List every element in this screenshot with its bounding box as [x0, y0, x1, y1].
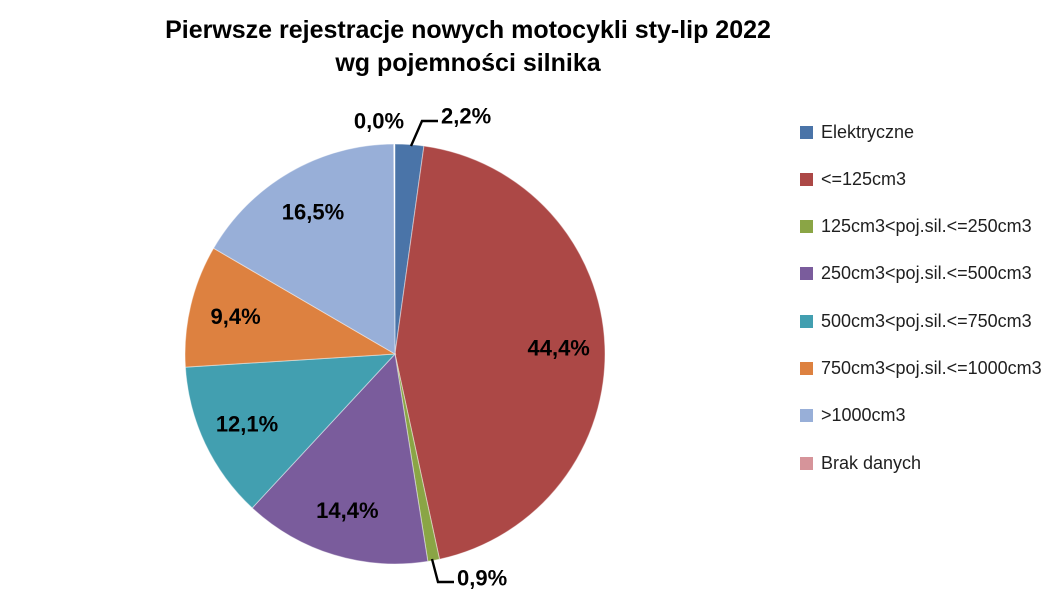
pie-slice	[394, 143, 425, 355]
legend-swatch-icon	[800, 126, 813, 139]
legend-item-label: 250cm3<poj.sil.<=500cm3	[821, 263, 1032, 283]
pie-slices	[184, 143, 606, 565]
legend-item-label: 750cm3<poj.sil.<=1000cm3	[821, 358, 1042, 378]
legend-item: 125cm3<poj.sil.<=250cm3	[800, 216, 1032, 237]
chart-title-line2: wg pojemności silnika	[335, 49, 601, 77]
legend-swatch-icon	[800, 362, 813, 375]
legend-swatch-icon	[800, 267, 813, 280]
legend-item: <=125cm3	[800, 169, 906, 190]
pie-slice	[212, 143, 396, 355]
legend-item: Elektryczne	[800, 122, 914, 143]
pie-slice	[184, 247, 397, 368]
legend-item-label: 125cm3<poj.sil.<=250cm3	[821, 216, 1032, 236]
pie-slice	[251, 352, 429, 565]
pie-leader-lines	[409, 119, 454, 584]
pie-data-label: 44,4%	[527, 335, 589, 360]
legend-item-label: Brak danych	[821, 453, 922, 473]
legend-item: 750cm3<poj.sil.<=1000cm3	[800, 358, 1042, 379]
chart-title-line1: Pierwsze rejestracje nowych motocykli st…	[165, 16, 771, 44]
legend-item-label: Elektryczne	[821, 122, 915, 142]
pie-data-label: 14,4%	[316, 498, 378, 523]
legend-swatch-icon	[800, 315, 813, 328]
chart-title: Pierwsze rejestracje nowych motocykli st…	[0, 14, 936, 80]
pie-data-label: 16,5%	[282, 200, 344, 225]
pie-slice	[394, 145, 606, 560]
legend-item-label: >1000cm3	[821, 405, 906, 425]
legend-item: >1000cm3	[800, 405, 906, 426]
pie-data-label: 0,0%	[354, 109, 404, 134]
legend-item-label: <=125cm3	[821, 169, 907, 189]
label-leader-line	[409, 119, 438, 147]
legend-swatch-icon	[800, 173, 813, 186]
pie-slice	[184, 353, 397, 509]
chart-legend: Elektryczne <=125cm3 125cm3<poj.sil.<=250c…	[800, 0, 1050, 600]
pie-slice	[394, 353, 441, 562]
legend-swatch-icon	[800, 220, 813, 233]
legend-item: 500cm3<poj.sil.<=750cm3	[800, 311, 1032, 332]
label-leader-line	[430, 558, 454, 584]
pie-data-label: 12,1%	[216, 412, 278, 437]
legend-item-label: 500cm3<poj.sil.<=750cm3	[821, 311, 1032, 331]
pie-data-labels: 2,2% 44,4% 0,9% 14,4% 12,1% 9,4% 16,5% 0,0%	[211, 104, 590, 591]
pie-data-label: 9,4%	[211, 304, 261, 329]
pie-data-label: 2,2%	[441, 104, 491, 129]
legend-item: 250cm3<poj.sil.<=500cm3	[800, 263, 1032, 284]
pie-data-label: 0,9%	[457, 566, 507, 591]
legend-item: Brak danych	[800, 453, 921, 474]
legend-swatch-icon	[800, 409, 813, 422]
legend-swatch-icon	[800, 457, 813, 470]
